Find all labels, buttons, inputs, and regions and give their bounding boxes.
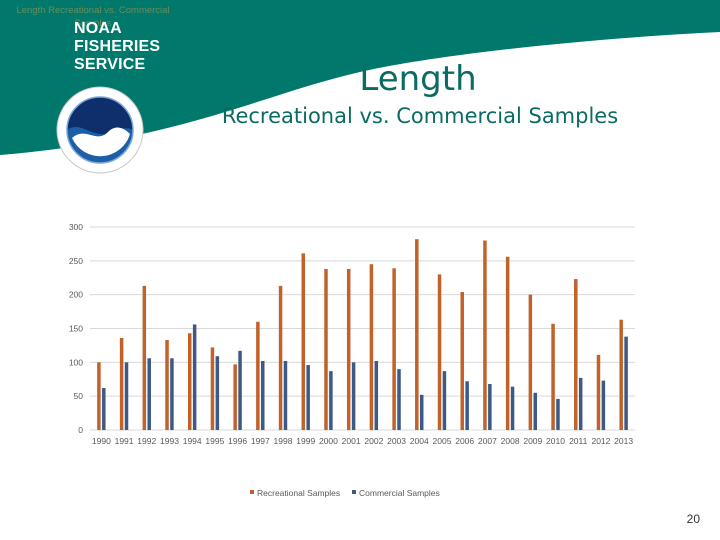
x-tick-label: 2010 <box>546 436 565 446</box>
y-tick-label: 0 <box>78 425 83 435</box>
legend-commercial-swatch <box>352 490 356 494</box>
bar-commercial <box>261 360 265 430</box>
bar-commercial <box>397 369 401 430</box>
y-tick-label: 200 <box>69 290 83 300</box>
bar-recreational <box>574 279 578 430</box>
bar-commercial <box>488 383 492 430</box>
bar-recreational <box>210 347 215 430</box>
bar-recreational <box>551 323 555 430</box>
x-tick-label: 1990 <box>92 436 111 446</box>
y-tick-label: 300 <box>69 222 83 232</box>
bar-recreational <box>119 337 124 430</box>
bar-commercial <box>283 360 288 430</box>
agency-name: NOAA FISHERIES SERVICE <box>74 20 160 74</box>
bar-recreational <box>392 268 396 430</box>
x-tick-label: 2000 <box>319 436 338 446</box>
bar-commercial <box>215 356 220 430</box>
bar-recreational <box>528 294 533 430</box>
agency-line-1: NOAA <box>74 20 122 37</box>
bar-commercial <box>329 371 333 430</box>
header-banner <box>0 0 720 155</box>
bar-recreational <box>460 291 464 430</box>
x-tick-label: 1991 <box>115 436 134 446</box>
bar-commercial <box>238 350 242 430</box>
bar-commercial <box>351 362 356 430</box>
x-tick-label: 1999 <box>296 436 315 446</box>
legend-recreational-label: Recreational Samples <box>257 488 340 498</box>
bar-commercial <box>510 386 515 430</box>
bar-recreational <box>437 274 442 430</box>
bar-recreational <box>415 239 419 430</box>
header-banner-shape <box>0 0 720 155</box>
bar-recreational <box>142 285 147 430</box>
bar-recreational <box>97 362 101 430</box>
x-tick-label: 2006 <box>455 436 474 446</box>
bar-commercial <box>556 398 560 430</box>
x-tick-label: 2005 <box>433 436 452 446</box>
noaa-logo <box>56 86 144 174</box>
bar-recreational <box>233 364 237 430</box>
x-tick-label: 2007 <box>478 436 497 446</box>
legend-commercial-label: Commercial Samples <box>359 488 440 498</box>
bar-commercial <box>419 394 424 430</box>
x-tick-label: 2013 <box>614 436 633 446</box>
x-tick-label: 1992 <box>137 436 156 446</box>
slide-subtitle: Recreational vs. Commercial Samples <box>221 104 619 128</box>
bar-commercial <box>578 377 583 430</box>
y-tick-label: 100 <box>69 357 83 367</box>
x-tick-label: 1997 <box>251 436 270 446</box>
x-tick-label: 1995 <box>205 436 224 446</box>
x-tick-label: 2008 <box>501 436 520 446</box>
y-tick-label: 50 <box>74 391 84 401</box>
bar-commercial <box>442 371 447 430</box>
bar-commercial <box>533 392 538 430</box>
bar-commercial <box>102 388 106 430</box>
x-tick-label: 1996 <box>228 436 247 446</box>
agency-line-2: FISHERIES <box>74 38 161 55</box>
x-tick-label: 2012 <box>591 436 610 446</box>
x-tick-label: 1993 <box>160 436 179 446</box>
bar-recreational <box>301 253 306 430</box>
bar-commercial <box>624 336 628 430</box>
legend-recreational-swatch <box>250 490 254 494</box>
bar-commercial <box>192 324 197 430</box>
bar-commercial <box>170 358 174 430</box>
bar-commercial <box>147 358 151 430</box>
bar-recreational <box>505 256 510 430</box>
x-tick-label: 2004 <box>410 436 429 446</box>
y-tick-label: 150 <box>69 324 83 334</box>
bar-recreational <box>596 354 601 430</box>
bar-commercial <box>306 365 310 430</box>
x-tick-label: 2002 <box>364 436 383 446</box>
page-number: 20 <box>686 512 700 526</box>
bar-recreational <box>278 285 283 430</box>
slide-title: Length <box>359 59 477 99</box>
bar-commercial <box>124 362 129 430</box>
bar-commercial <box>374 360 379 430</box>
bar-commercial <box>465 381 469 430</box>
x-tick-label: 1994 <box>183 436 202 446</box>
bar-recreational <box>483 240 487 430</box>
x-tick-label: 2009 <box>523 436 542 446</box>
bar-recreational <box>256 321 260 430</box>
bar-recreational <box>369 264 374 430</box>
bar-recreational <box>346 268 351 430</box>
bar-recreational <box>165 340 169 430</box>
faint-slide-title: Length Recreational vs. Commercial Sampl… <box>16 5 170 29</box>
x-tick-label: 2003 <box>387 436 406 446</box>
x-tick-label: 2011 <box>569 436 588 446</box>
bar-recreational <box>187 333 192 430</box>
y-tick-label: 250 <box>69 256 83 266</box>
agency-line-3: SERVICE <box>74 56 146 73</box>
bar-recreational <box>324 268 328 430</box>
bar-recreational <box>619 319 623 430</box>
x-tick-label: 1998 <box>274 436 293 446</box>
x-tick-label: 2001 <box>342 436 361 446</box>
bar-commercial <box>601 380 606 430</box>
